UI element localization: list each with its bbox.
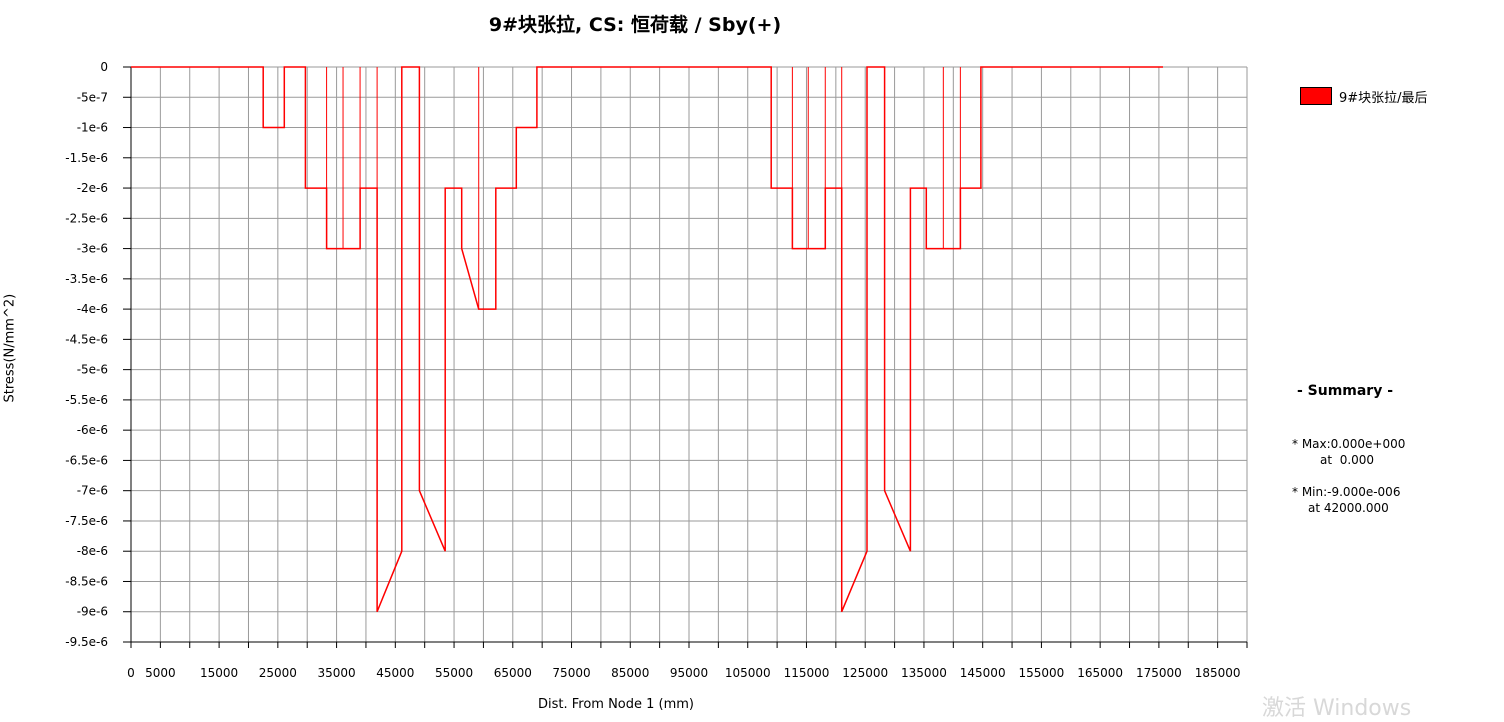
y-tick-label: -1e-6 <box>77 121 108 135</box>
x-tick-label: 25000 <box>259 666 297 680</box>
summary-max-at: at 0.000 <box>1320 453 1375 467</box>
y-tick-label: 0 <box>100 60 108 74</box>
x-tick-label: 65000 <box>494 666 532 680</box>
x-tick-label: 55000 <box>435 666 473 680</box>
x-tick-label: 155000 <box>1019 666 1065 680</box>
y-tick-label: -5e-7 <box>77 90 108 104</box>
y-tick-label: -7e-6 <box>77 484 108 498</box>
x-tick-label: 15000 <box>200 666 238 680</box>
y-tick-label: -9e-6 <box>77 605 108 619</box>
x-tick-label: 5000 <box>145 666 176 680</box>
windows-watermark: 激活 Windows <box>1262 696 1412 721</box>
y-tick-label: -3.5e-6 <box>65 272 108 286</box>
summary-max: * Max:0.000e+000 <box>1292 437 1406 451</box>
y-tick-label: -8.5e-6 <box>65 574 108 588</box>
x-tick-label: 115000 <box>784 666 830 680</box>
y-tick-label: -3e-6 <box>77 242 108 256</box>
y-tick-label: -2e-6 <box>77 181 108 195</box>
x-tick-label: 175000 <box>1136 666 1182 680</box>
x-tick-label: 165000 <box>1077 666 1123 680</box>
x-tick-label: 95000 <box>670 666 708 680</box>
x-tick-label: 185000 <box>1195 666 1241 680</box>
x-tick-label: 0 <box>127 666 135 680</box>
chart-title: 9#块张拉, CS: 恒荷载 / Sby(+) <box>488 14 782 36</box>
x-axis-label: Dist. From Node 1 (mm) <box>537 697 695 712</box>
y-tick-label: -9.5e-6 <box>65 635 108 649</box>
x-tick-label: 35000 <box>317 666 355 680</box>
x-tick-label: 105000 <box>725 666 771 680</box>
summary-title: - Summary - <box>1296 383 1394 399</box>
y-tick-label: -4.5e-6 <box>65 332 108 346</box>
y-tick-label: -5e-6 <box>77 363 108 377</box>
y-tick-label: -6e-6 <box>77 423 108 437</box>
y-tick-label: -7.5e-6 <box>65 514 108 528</box>
series-line <box>131 66 1163 612</box>
x-tick-label: 45000 <box>376 666 414 680</box>
x-tick-label: 75000 <box>552 666 590 680</box>
legend-label: 9#块张拉/最后 <box>1339 91 1428 106</box>
x-tick-label: 145000 <box>960 666 1006 680</box>
y-axis-label: Stress(N/mm^2) <box>2 293 18 403</box>
y-tick-label: -4e-6 <box>77 302 108 316</box>
y-tick-label: -2.5e-6 <box>65 211 108 225</box>
summary-min: * Min:-9.000e-006 <box>1292 485 1401 499</box>
y-tick-label: -8e-6 <box>77 544 108 558</box>
x-tick-label: 85000 <box>611 666 649 680</box>
legend-swatch <box>1300 87 1332 105</box>
x-tick-label: 135000 <box>901 666 947 680</box>
y-tick-label: -5.5e-6 <box>65 393 108 407</box>
y-tick-label: -6.5e-6 <box>65 453 108 467</box>
x-tick-label: 125000 <box>842 666 888 680</box>
y-tick-label: -1.5e-6 <box>65 151 108 165</box>
summary-min-at: at 42000.000 <box>1308 501 1389 515</box>
